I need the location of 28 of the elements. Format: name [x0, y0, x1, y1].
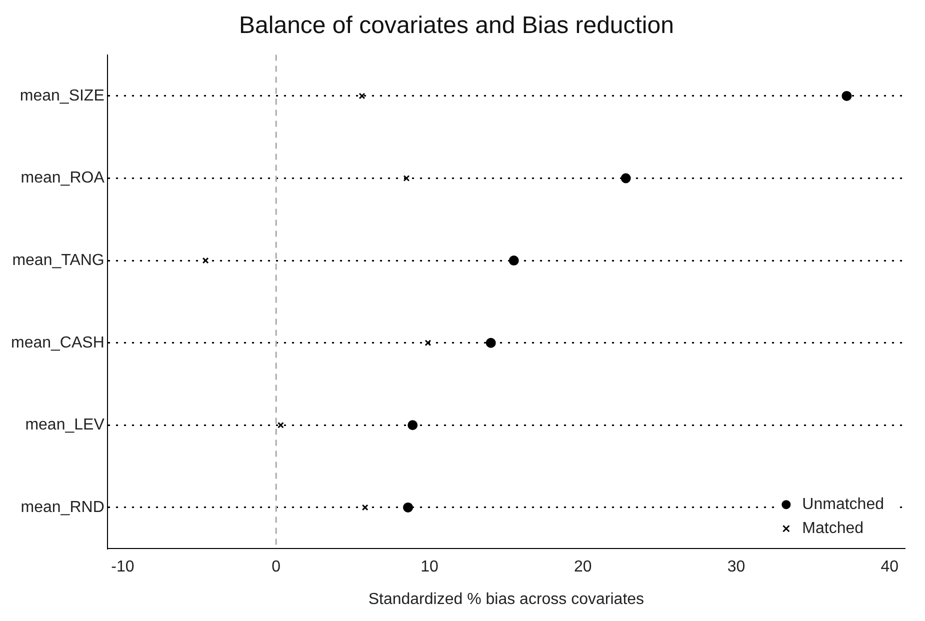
- legend-label: Unmatched: [802, 496, 884, 514]
- point: [620, 173, 631, 184]
- point: [277, 422, 284, 428]
- x-tick-label: 0: [272, 558, 281, 576]
- chart-title: Balance of covariates and Bias reduction: [239, 12, 674, 40]
- y-tick-label: mean_TANG: [12, 252, 104, 269]
- y-tick-label: mean_SIZE: [20, 87, 104, 104]
- y-tick-label: mean_ROA: [20, 170, 105, 187]
- x-tick-label: 40: [880, 558, 899, 576]
- point: [403, 502, 414, 512]
- y-tick-label: mean_CASH: [11, 334, 104, 352]
- point: [408, 420, 418, 430]
- x-tick-label: 30: [727, 558, 746, 576]
- x-axis-title: Standardized % bias across covariates: [368, 590, 644, 608]
- point: [202, 257, 209, 264]
- point: [424, 340, 432, 346]
- legend-label: Matched: [802, 520, 864, 538]
- point: [508, 256, 519, 266]
- x-tick-label: 10: [420, 558, 438, 576]
- x-tick-label: 20: [574, 558, 592, 576]
- point: [362, 504, 368, 511]
- y-tick-label: mean_RND: [20, 498, 104, 516]
- x-tick-label: -10: [111, 558, 134, 576]
- point: [486, 338, 496, 348]
- point: [358, 92, 366, 100]
- point: [842, 90, 852, 101]
- y-tick-label: mean_LEV: [25, 416, 105, 434]
- point: [403, 175, 410, 182]
